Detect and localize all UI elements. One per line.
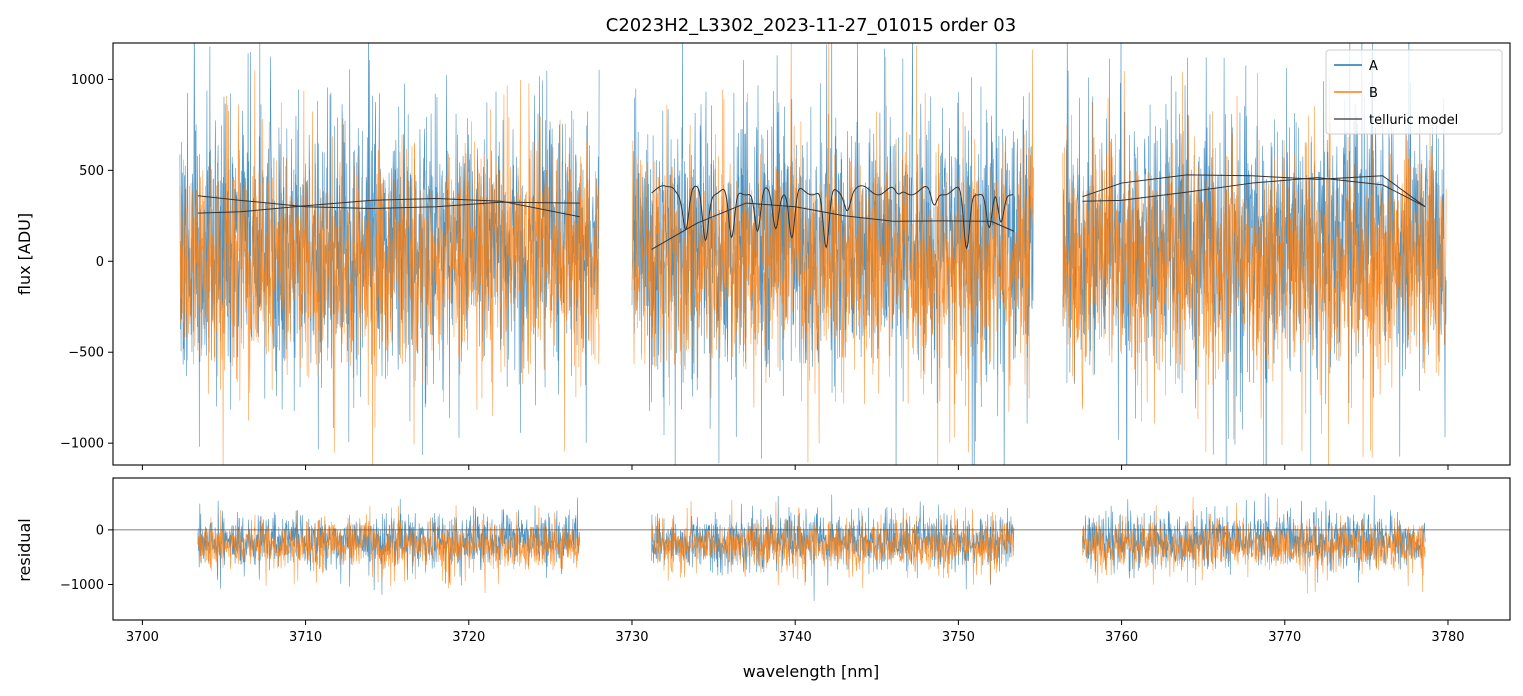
top-panel: −1000 −500 0 500 1000 flux [ADU] A B telluri… <box>15 42 1511 470</box>
chart-title: C2023H2_L3302_2023-11-27_01015 order 03 <box>606 15 1016 36</box>
x-tick-label: 3710 <box>289 630 322 645</box>
y-tick-label: 500 <box>79 164 104 179</box>
x-tick-label: 3750 <box>942 630 975 645</box>
x-tick-label: 3720 <box>452 630 485 645</box>
bottom-axes-frame <box>112 477 1511 621</box>
telluric-model-segment <box>651 202 1015 250</box>
telluric-model-segment <box>1082 174 1426 208</box>
legend: A B telluric model <box>1325 49 1503 135</box>
series-B-path <box>179 43 1447 465</box>
x-tick-label: 3760 <box>1105 630 1138 645</box>
top-y-ticks: −1000 −500 0 500 1000 <box>60 73 113 452</box>
telluric-model-segment <box>197 195 580 210</box>
x-tick-label: 3780 <box>1431 630 1464 645</box>
x-tick-label: 3740 <box>779 630 812 645</box>
y-tick-label: −1000 <box>60 437 104 452</box>
legend-box <box>1325 49 1503 135</box>
bottom-y-axis-label: residual <box>15 518 34 581</box>
x-tick-label: 3770 <box>1268 630 1301 645</box>
telluric-model-segment <box>197 198 580 218</box>
x-tick-label: 3730 <box>615 630 648 645</box>
y-tick-label: −500 <box>68 346 104 361</box>
y-tick-label: −1000 <box>60 578 104 593</box>
residual-B-path <box>197 497 1426 594</box>
top-axes-frame <box>112 42 1511 466</box>
telluric-model-segment <box>1082 177 1426 208</box>
legend-label-telluric-model: telluric model <box>1369 113 1458 128</box>
bottom-y-ticks: −1000 0 <box>60 523 113 593</box>
bottom-x-ticks: 3700 3710 3720 3730 3740 3750 3760 3770 3780 <box>126 620 1465 645</box>
series-B-trace <box>179 43 1447 465</box>
x-axis-label: wavelength [nm] <box>743 662 880 681</box>
telluric-model-lines <box>651 185 1014 250</box>
residual-B-trace <box>197 497 1426 594</box>
y-tick-label: 0 <box>96 255 104 270</box>
top-x-ticks <box>141 465 1449 470</box>
y-tick-label: 0 <box>96 523 104 538</box>
telluric-model-trace <box>197 174 1426 250</box>
top-y-axis-label: flux [ADU] <box>15 213 34 295</box>
y-tick-label: 1000 <box>71 73 104 88</box>
x-tick-label: 3700 <box>126 630 159 645</box>
legend-label-A: A <box>1369 59 1378 74</box>
legend-label-B: B <box>1369 86 1378 101</box>
